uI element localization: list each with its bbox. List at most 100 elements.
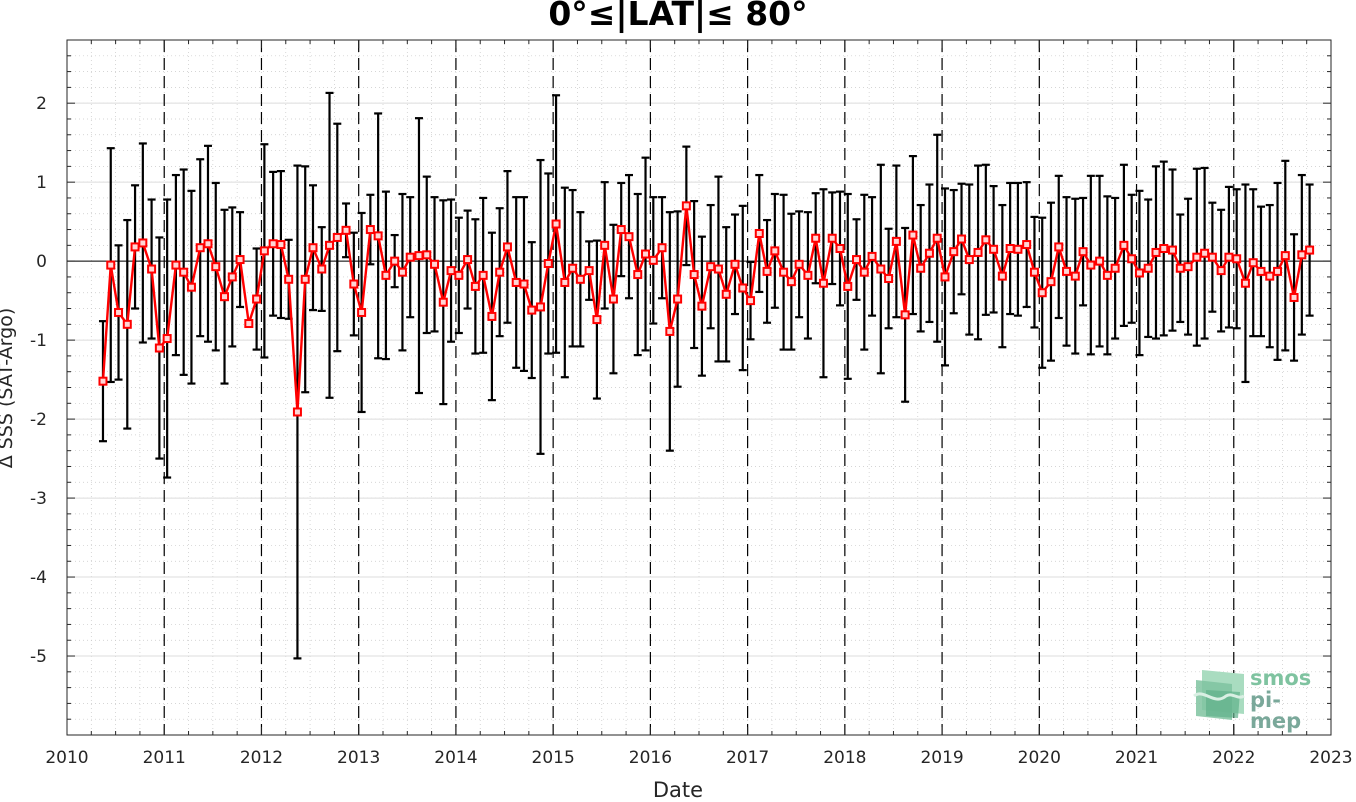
data-point [106, 260, 116, 270]
x-tick-label: 2019 [920, 748, 963, 768]
data-point [884, 274, 894, 284]
data-point [244, 319, 254, 329]
data-point [1078, 247, 1088, 257]
x-tick-label: 2011 [143, 748, 186, 768]
data-point [276, 240, 286, 250]
x-tick-label: 2018 [823, 748, 866, 768]
data-point [122, 319, 132, 329]
x-tick-label: 2014 [434, 748, 477, 768]
data-point [706, 262, 716, 272]
data-point [949, 247, 959, 257]
data-point [730, 259, 740, 269]
data-point [665, 326, 675, 336]
data-point [317, 264, 327, 274]
data-point [1273, 266, 1283, 276]
data-point [1070, 271, 1080, 281]
data-point [779, 267, 789, 277]
x-tick-label: 2023 [1309, 748, 1352, 768]
data-point [1289, 292, 1299, 302]
data-point [268, 239, 278, 249]
data-point [1151, 247, 1161, 257]
data-point [1168, 245, 1178, 255]
data-point [414, 251, 424, 261]
data-point [373, 231, 383, 241]
data-point [1248, 258, 1258, 268]
data-point [551, 219, 561, 229]
data-point [575, 274, 585, 284]
data-point [341, 225, 351, 235]
data-point [259, 246, 269, 256]
data-point [138, 238, 148, 248]
y-tick-label: -3 [30, 489, 47, 509]
data-point [1200, 248, 1210, 258]
data-point [1175, 263, 1185, 273]
data-point [876, 264, 886, 274]
data-point [1240, 278, 1250, 288]
data-point [827, 233, 837, 243]
data-point [1192, 252, 1202, 262]
data-point [624, 232, 634, 242]
data-point [325, 240, 335, 250]
data-point [300, 274, 310, 284]
logo-text-pimep: pi-mep [1250, 688, 1302, 733]
data-point [1297, 250, 1307, 260]
data-point [786, 277, 796, 287]
data-point [1127, 254, 1137, 264]
data-point [147, 264, 157, 274]
data-point [1095, 256, 1105, 266]
data-point [1159, 244, 1169, 253]
data-point [754, 228, 764, 238]
data-point [519, 279, 529, 289]
data-point [252, 294, 262, 304]
data-point [446, 266, 456, 276]
data-point [770, 246, 780, 256]
data-point [859, 267, 869, 277]
x-axis-label: Date [652, 778, 704, 802]
data-point [916, 263, 926, 273]
data-point [648, 255, 658, 265]
data-point [964, 255, 974, 265]
y-tick-label: 0 [36, 252, 47, 272]
data-series [98, 201, 1315, 417]
data-point [284, 274, 294, 284]
data-point [1305, 245, 1315, 255]
data-point [1183, 262, 1193, 272]
data-point [867, 251, 877, 261]
data-point [511, 277, 521, 287]
data-point [179, 267, 189, 277]
data-point [1134, 268, 1144, 278]
data-point [527, 305, 537, 315]
data-point [186, 282, 196, 292]
data-point [592, 315, 602, 325]
data-point [900, 310, 910, 320]
data-point [981, 235, 991, 245]
data-point [405, 252, 415, 262]
data-point [235, 255, 245, 265]
data-point [365, 225, 375, 235]
data-point [957, 234, 967, 244]
data-point [584, 266, 594, 276]
data-point [1102, 270, 1112, 280]
data-point [989, 244, 999, 254]
data-point [357, 307, 367, 317]
data-point [721, 289, 731, 299]
data-point [292, 407, 302, 417]
data-point [924, 248, 934, 258]
tick-labels: 2010 2011 2012 2013 2014 2015 2016 2017 2018 2019… [30, 94, 1353, 768]
data-point [422, 250, 432, 260]
data-point [762, 266, 772, 276]
data-point [803, 270, 813, 280]
smos-pi-mep-logo: smos pi-mep [1192, 666, 1332, 732]
data-point [1110, 263, 1120, 273]
data-point [487, 311, 497, 321]
data-point [568, 263, 578, 273]
data-point [397, 267, 407, 277]
data-point [495, 267, 505, 277]
data-point [673, 294, 683, 304]
axes [66, 39, 1332, 736]
data-point [633, 270, 643, 280]
data-point [114, 307, 124, 317]
data-point [1256, 266, 1266, 276]
data-point [600, 240, 610, 250]
year-lines [67, 40, 1331, 735]
